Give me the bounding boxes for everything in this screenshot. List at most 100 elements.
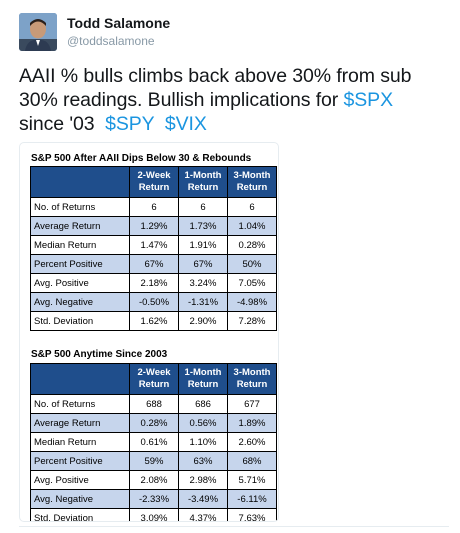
avatar-image xyxy=(19,13,57,51)
table-row: No. of Returns 688 686 677 xyxy=(30,394,277,414)
row-label: Avg. Positive xyxy=(30,273,130,293)
table-cell: -3.49% xyxy=(178,489,228,509)
row-label: Average Return xyxy=(30,413,130,433)
table-cell: 1.62% xyxy=(129,311,179,331)
author-handle[interactable]: @toddsalamone xyxy=(67,34,155,48)
table-cell: 686 xyxy=(178,394,228,414)
table-cell: 1.73% xyxy=(178,216,228,236)
table2: 2-Week Return 1-Month Return 3-Month Return No… xyxy=(30,363,277,521)
table-column-header: 3-Month Return xyxy=(227,363,277,395)
row-label: Avg. Negative xyxy=(30,292,130,312)
row-label: Std. Deviation xyxy=(30,508,130,521)
row-label: Median Return xyxy=(30,432,130,452)
row-label: Average Return xyxy=(30,216,130,236)
table-row: Std. Deviation 3.09% 4.37% 7.63% xyxy=(30,508,277,521)
table-cell: 7.05% xyxy=(227,273,277,293)
table-row: Average Return 0.28% 0.56% 1.89% xyxy=(30,413,277,433)
row-label: Avg. Positive xyxy=(30,470,130,490)
tweet-line-2: 30% readings. Bullish implications for $… xyxy=(19,88,449,112)
table-cell: 2.60% xyxy=(227,432,277,452)
table-cell: 6 xyxy=(129,197,179,217)
table-header-corner xyxy=(30,363,130,395)
avatar[interactable] xyxy=(19,13,57,51)
table-column-header: 2-Week Return xyxy=(129,166,179,198)
table-row: Median Return 1.47% 1.91% 0.28% xyxy=(30,235,277,255)
table-header-row: 2-Week Return 1-Month Return 3-Month Return xyxy=(30,363,277,395)
table-cell: 63% xyxy=(178,451,228,471)
table-row: Avg. Positive 2.08% 2.98% 5.71% xyxy=(30,470,277,490)
table-row: Percent Positive 67% 67% 50% xyxy=(30,254,277,274)
table-cell: 2.98% xyxy=(178,470,228,490)
table-cell: -1.31% xyxy=(178,292,228,312)
attached-image[interactable]: S&P 500 After AAII Dips Below 30 & Rebou… xyxy=(19,142,279,522)
table-cell: 59% xyxy=(129,451,179,471)
table-column-header: 2-Week Return xyxy=(129,363,179,395)
tweet-header: Todd Salamone @toddsalamone xyxy=(19,13,449,57)
table-cell: 3.09% xyxy=(129,508,179,521)
row-label: No. of Returns xyxy=(30,197,130,217)
tweet-line-3-text: since '03 xyxy=(19,113,106,135)
table-cell: -4.98% xyxy=(227,292,277,312)
cashtag-vix[interactable]: $VIX xyxy=(164,113,207,135)
table-cell: 0.61% xyxy=(129,432,179,452)
table-row: Average Return 1.29% 1.73% 1.04% xyxy=(30,216,277,236)
table2-title: S&P 500 Anytime Since 2003 xyxy=(31,349,168,360)
table-cell: -6.11% xyxy=(227,489,277,509)
table-cell: 1.89% xyxy=(227,413,277,433)
cashtag-spy[interactable]: $SPY xyxy=(105,113,155,135)
table-column-header: 3-Month Return xyxy=(227,166,277,198)
row-label: Percent Positive xyxy=(30,451,130,471)
table-cell: 6 xyxy=(227,197,277,217)
table-cell: 0.28% xyxy=(129,413,179,433)
table-row: Std. Deviation 1.62% 2.90% 7.28% xyxy=(30,311,277,331)
table-row: No. of Returns 6 6 6 xyxy=(30,197,277,217)
tweet-line-3: since '03 $SPY $VIX xyxy=(19,112,449,136)
table-cell: 688 xyxy=(129,394,179,414)
table-cell: 68% xyxy=(227,451,277,471)
table-cell: 1.91% xyxy=(178,235,228,255)
table-cell: -2.33% xyxy=(129,489,179,509)
table-cell: 1.29% xyxy=(129,216,179,236)
table-column-header: 1-Month Return xyxy=(178,363,228,395)
table-cell: -0.50% xyxy=(129,292,179,312)
table1-title: S&P 500 After AAII Dips Below 30 & Rebou… xyxy=(31,153,252,164)
table-row: Median Return 0.61% 1.10% 2.60% xyxy=(30,432,277,452)
table-row: Avg. Positive 2.18% 3.24% 7.05% xyxy=(30,273,277,293)
table1: 2-Week Return 1-Month Return 3-Month Return No… xyxy=(30,166,277,331)
table-cell: 0.56% xyxy=(178,413,228,433)
tweet-line-2-text: 30% readings. Bullish implications for xyxy=(19,89,344,111)
author-name[interactable]: Todd Salamone xyxy=(67,15,171,31)
table-cell: 6 xyxy=(178,197,228,217)
row-label: Median Return xyxy=(30,235,130,255)
table-cell: 50% xyxy=(227,254,277,274)
table-cell: 1.10% xyxy=(178,432,228,452)
table-cell: 7.63% xyxy=(227,508,277,521)
table-cell: 2.18% xyxy=(129,273,179,293)
tweet-text: AAII % bulls climbs back above 30% from … xyxy=(19,64,449,136)
table-cell: 0.28% xyxy=(227,235,277,255)
table-cell: 67% xyxy=(178,254,228,274)
table-header-row: 2-Week Return 1-Month Return 3-Month Return xyxy=(30,166,277,198)
table-cell: 1.47% xyxy=(129,235,179,255)
table-cell: 67% xyxy=(129,254,179,274)
table-cell: 5.71% xyxy=(227,470,277,490)
table-column-header: 1-Month Return xyxy=(178,166,228,198)
row-label: Avg. Negative xyxy=(30,489,130,509)
table-row: Avg. Negative -0.50% -1.31% -4.98% xyxy=(30,292,277,312)
table-row: Avg. Negative -2.33% -3.49% -6.11% xyxy=(30,489,277,509)
table-cell: 3.24% xyxy=(178,273,228,293)
table-cell: 2.90% xyxy=(178,311,228,331)
row-label: No. of Returns xyxy=(30,394,130,414)
table-header-corner xyxy=(30,166,130,198)
tweet-line-1: AAII % bulls climbs back above 30% from … xyxy=(19,65,412,87)
table-row: Percent Positive 59% 63% 68% xyxy=(30,451,277,471)
table-cell: 677 xyxy=(227,394,277,414)
table-cell: 4.37% xyxy=(178,508,228,521)
cashtag-spx[interactable]: $SPX xyxy=(343,89,394,111)
table-cell: 2.08% xyxy=(129,470,179,490)
table-cell: 7.28% xyxy=(227,311,277,331)
table-cell: 1.04% xyxy=(227,216,277,236)
divider xyxy=(19,526,449,527)
row-label: Std. Deviation xyxy=(30,311,130,331)
row-label: Percent Positive xyxy=(30,254,130,274)
